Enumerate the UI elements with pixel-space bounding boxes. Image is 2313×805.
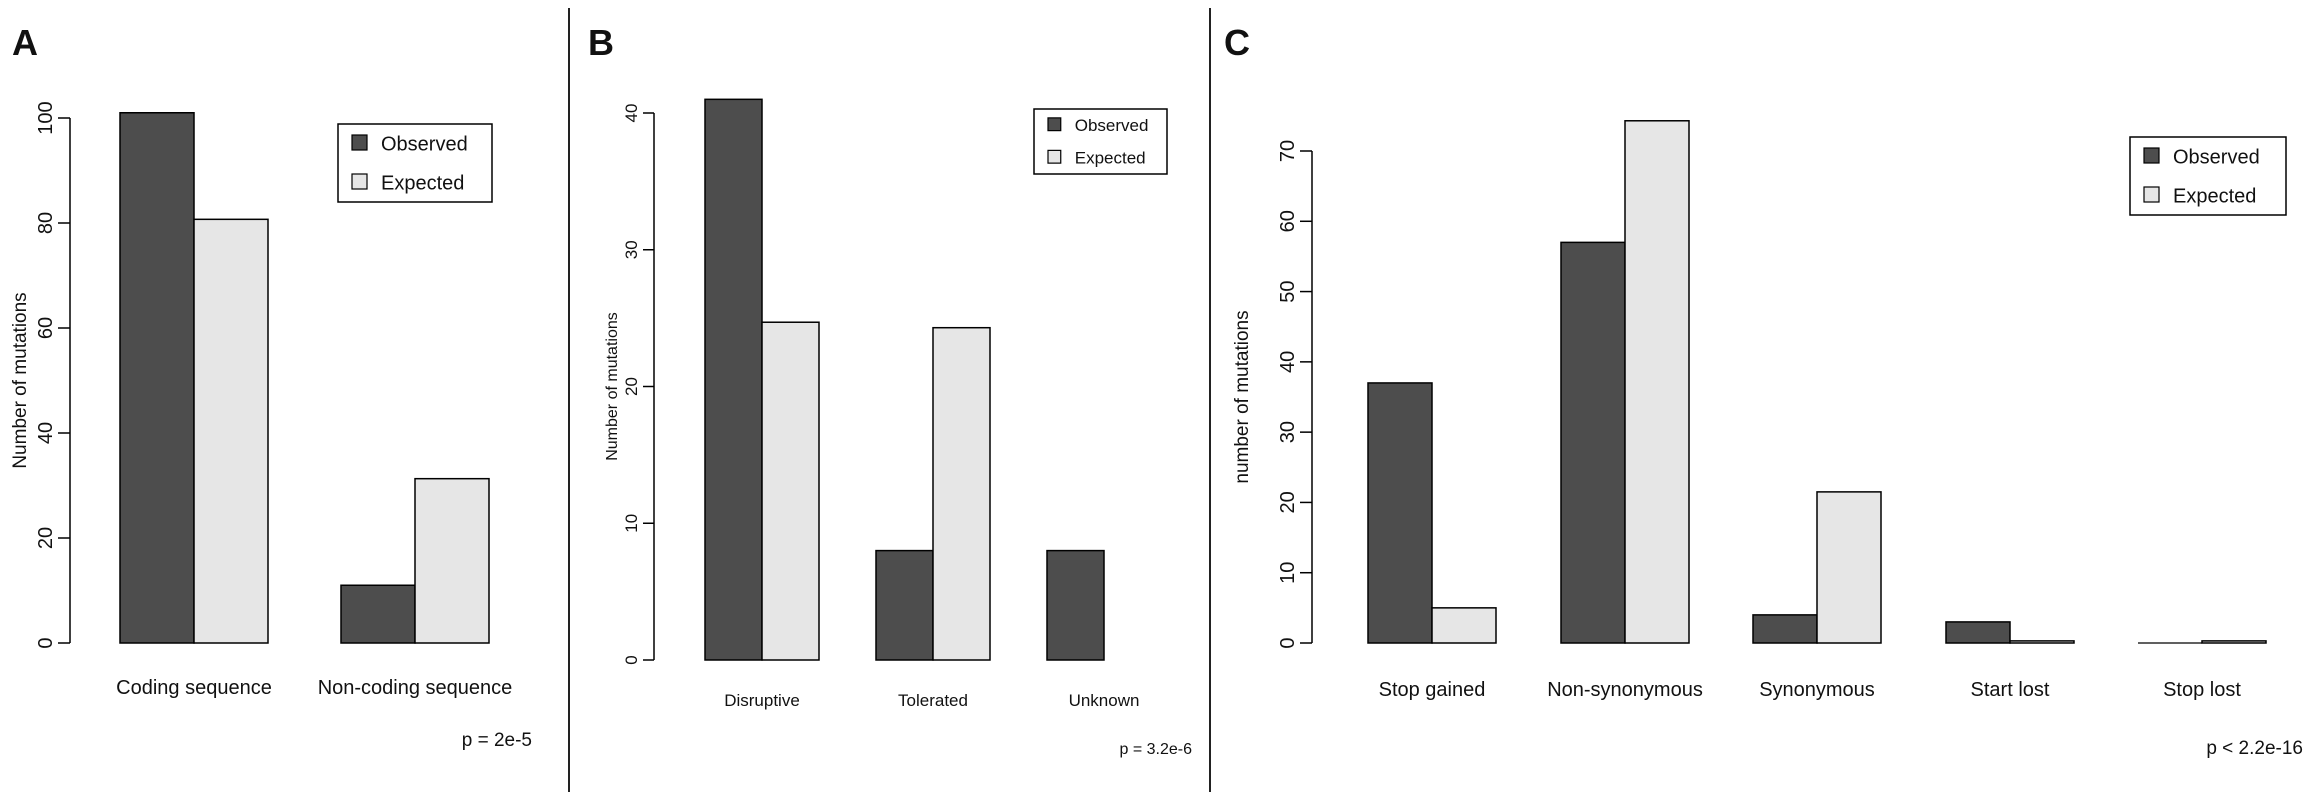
panel-c-y-tick-label: 20 [1277, 491, 1299, 513]
panel-a-bar-expected [193, 218, 269, 644]
panel-b-y-tick-label: 40 [622, 104, 641, 123]
panel-b-bar-expected [932, 326, 991, 661]
panel-b-legend-label-expected: Expected [1075, 149, 1146, 168]
panel-b-y-axis-label: Number of mutations [604, 312, 621, 461]
panel-a-legend-label-observed: Observed [381, 134, 468, 156]
panel-c-bar-expected [2201, 640, 2267, 644]
panel-a-x-category-label: Non-coding sequence [318, 677, 513, 699]
panel-a-bar-expected [414, 477, 490, 644]
panel-a-y-tick-label: 0 [35, 637, 57, 648]
panel-c-y-tick-label: 40 [1277, 351, 1299, 373]
panel-a-bar-observed [119, 112, 195, 644]
panel-b-label: B [588, 22, 614, 63]
panel-c-bar-expected [1431, 607, 1497, 644]
panel-b-bar-expected [761, 321, 820, 661]
panel-c-y-tick-label: 60 [1277, 210, 1299, 232]
panel-c-legend-swatch-observed [2143, 147, 2160, 164]
panel-b-y-tick-label: 30 [622, 240, 641, 259]
panel-b-legend-swatch-expected [1047, 149, 1062, 164]
panel-a-p-value: p = 2e-5 [462, 730, 532, 751]
panel-c-bar-observed [1945, 621, 2011, 644]
panel-c-bar-observed [1560, 241, 1626, 644]
panel-c-x-category-label: Non-synonymous [1547, 679, 1703, 701]
panel-c-legend-swatch-expected [2143, 186, 2160, 203]
panel-c-bar-observed [1752, 614, 1818, 644]
panel-b-y-tick-label: 0 [622, 655, 641, 664]
panel-b-p-value: p = 3.2e-6 [1120, 741, 1193, 758]
panel-a-bar-observed [340, 584, 416, 644]
panel-c-y-tick-label: 10 [1277, 562, 1299, 584]
panel-c-y-tick-label: 70 [1277, 140, 1299, 162]
panel-divider-ab [568, 8, 570, 792]
panel-b-y-tick-label: 10 [622, 514, 641, 533]
panel-c-x-category-label: Start lost [1971, 679, 2050, 701]
panel-c-label: C [1224, 22, 1250, 63]
panel-a-legend-swatch-expected [351, 173, 368, 190]
panel-c-y-axis-label: number of mutations [1232, 310, 1253, 483]
panel-a-legend-label-expected: Expected [381, 173, 464, 195]
panel-c-y-tick-label: 0 [1277, 637, 1299, 648]
panel-c-y-tick-label: 30 [1277, 421, 1299, 443]
panel-b-x-category-label: Tolerated [898, 691, 968, 710]
panel-c-p-value: p < 2.2e-16 [2206, 738, 2303, 759]
panel-c-legend-label-observed: Observed [2173, 147, 2260, 169]
panel-a-y-tick-label: 40 [35, 422, 57, 444]
panel-a-y-tick-label: 60 [35, 317, 57, 339]
panel-b-x-category-label: Unknown [1069, 691, 1140, 710]
panel-b-bar-observed [704, 98, 763, 661]
panel-c-bar-expected [2009, 640, 2075, 644]
panel-a-y-tick-label: 100 [35, 101, 57, 134]
panel-a-y-axis-label: Number of mutations [10, 292, 31, 468]
panel-c-bar-expected [1816, 491, 1882, 644]
panel-b-legend-swatch-observed [1047, 117, 1062, 132]
panel-c-x-category-label: Stop lost [2163, 679, 2241, 701]
panel-b-bar-observed [875, 549, 934, 661]
panel-c-x-category-label: Stop gained [1379, 679, 1486, 701]
panel-c-x-category-label: Synonymous [1759, 679, 1875, 701]
panel-a-legend-swatch-observed [351, 134, 368, 151]
panel-b-x-category-label: Disruptive [724, 691, 800, 710]
panel-a-y-tick-label: 20 [35, 527, 57, 549]
panel-divider-bc [1209, 8, 1211, 792]
panel-b-y-tick-label: 20 [622, 377, 641, 396]
panel-b-bar-observed [1046, 549, 1105, 661]
panel-a-x-category-label: Coding sequence [116, 677, 272, 699]
panel-a-label: A [12, 22, 38, 63]
panel-c-bar-expected [1624, 120, 1690, 644]
panel-a-y-tick-label: 80 [35, 212, 57, 234]
panel-c-y-tick-label: 50 [1277, 280, 1299, 302]
panel-c-bar-observed [1367, 382, 1433, 644]
panel-c-legend-label-expected: Expected [2173, 186, 2256, 208]
panel-b-legend-label-observed: Observed [1075, 116, 1149, 135]
